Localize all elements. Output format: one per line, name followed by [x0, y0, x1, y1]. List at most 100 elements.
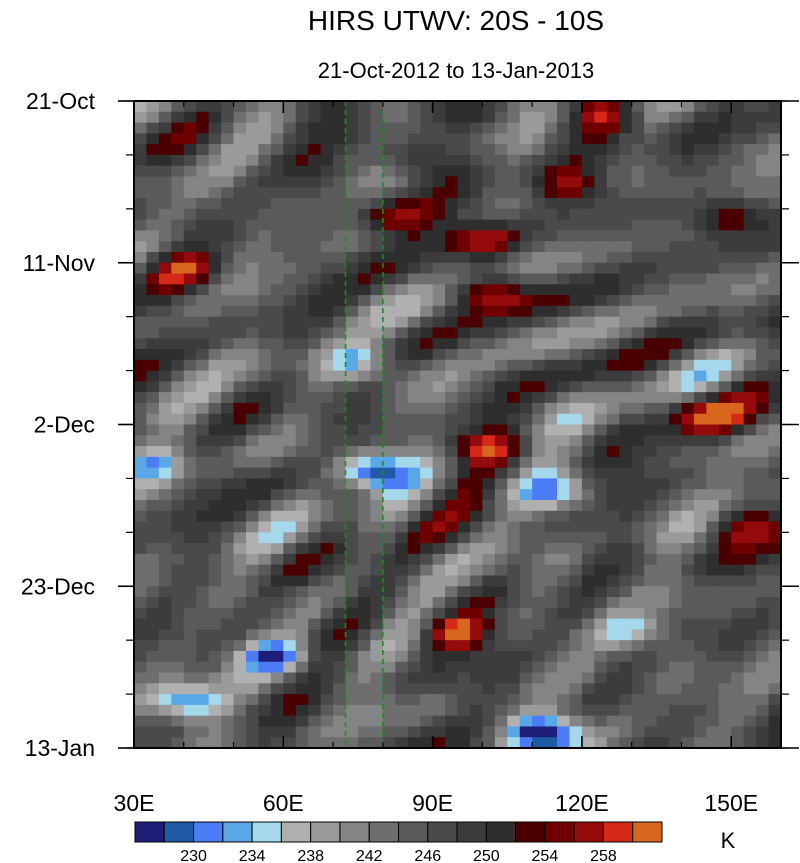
field-cell [644, 176, 658, 188]
field-cell [432, 532, 446, 544]
y-tick-label: 13-Jan [25, 735, 95, 761]
field-cell [333, 683, 347, 695]
field-cell [134, 607, 148, 620]
field-cell [395, 575, 409, 587]
field-cell [407, 338, 421, 350]
field-cell [345, 413, 359, 426]
field-cell [233, 575, 247, 587]
field-cell [270, 456, 284, 469]
field-cell [494, 446, 508, 458]
field-cell [320, 715, 334, 728]
field-cell [519, 618, 533, 630]
field-cell [706, 672, 720, 684]
field-cell [693, 467, 707, 480]
field-cell [196, 111, 210, 124]
field-cell [333, 133, 347, 145]
field-cell [681, 618, 695, 630]
field-cell [233, 510, 247, 523]
x-tick-label: 120E [555, 790, 609, 816]
field-cell [445, 715, 459, 728]
field-cell [221, 467, 235, 480]
field-cell [420, 262, 434, 275]
field-cell [333, 726, 347, 738]
field-cell [656, 338, 670, 350]
field-cell [756, 251, 770, 264]
field-cell [295, 198, 309, 210]
field-cell [631, 176, 645, 188]
field-cell [283, 704, 297, 717]
field-cell [519, 327, 533, 339]
field-cell [469, 176, 483, 188]
field-cell [295, 704, 309, 717]
field-cell [258, 704, 272, 717]
field-cell [208, 154, 222, 167]
field-cell [669, 381, 683, 393]
field-cell [557, 510, 571, 523]
field-cell [395, 543, 409, 555]
field-cell [519, 521, 533, 533]
field-cell [557, 122, 571, 134]
field-cell [345, 144, 359, 156]
field-cell [731, 154, 745, 167]
field-cell [420, 446, 434, 458]
field-cell [233, 726, 247, 738]
field-cell [357, 122, 371, 134]
field-cell [482, 510, 496, 523]
field-cell [631, 349, 645, 361]
field-cell [743, 543, 757, 555]
field-cell [320, 629, 334, 641]
field-cell [183, 618, 197, 630]
field-cell [519, 381, 533, 393]
field-cell [718, 607, 732, 620]
field-cell [693, 273, 707, 285]
field-cell [333, 273, 347, 285]
field-cell [171, 510, 185, 523]
field-cell [469, 154, 483, 167]
field-cell [644, 607, 658, 620]
field-cell [370, 305, 384, 318]
field-cell [221, 219, 235, 231]
field-cell [532, 575, 546, 587]
field-cell [469, 575, 483, 587]
field-cell [407, 478, 421, 490]
field-cell [196, 219, 210, 231]
field-cell [656, 219, 670, 231]
field-cell [420, 510, 434, 523]
field-cell [245, 629, 260, 641]
field-cell [208, 597, 222, 609]
field-cell [445, 359, 459, 372]
field-cell [544, 704, 558, 717]
field-cell [494, 176, 508, 188]
field-cell [445, 327, 459, 339]
field-cell [258, 586, 272, 598]
field-cell [308, 305, 322, 318]
field-cell [245, 532, 260, 544]
field-cell [245, 597, 260, 609]
field-cell [345, 241, 359, 253]
field-cell [743, 564, 757, 577]
field-cell [619, 532, 633, 544]
field-cell [357, 284, 371, 296]
field-cell [320, 456, 334, 469]
field-cell [146, 586, 160, 598]
field-cell [606, 532, 620, 544]
field-cell [519, 338, 533, 350]
field-cell [445, 661, 459, 674]
field-cell [146, 456, 160, 469]
field-cell [532, 262, 546, 275]
field-cell [768, 370, 781, 382]
field-cell [345, 435, 359, 447]
field-cell [333, 402, 347, 415]
field-cell [395, 640, 409, 652]
field-cell [283, 456, 297, 469]
field-cell [731, 424, 745, 436]
field-cell [606, 661, 620, 674]
field-cell [357, 521, 371, 533]
colorbar-tick-label: 250 [473, 848, 500, 863]
field-cell [432, 133, 446, 145]
field-cell [557, 392, 571, 404]
field-cell [581, 305, 595, 318]
field-cell [619, 208, 633, 221]
field-cell [644, 165, 658, 178]
field-cell [718, 316, 732, 329]
